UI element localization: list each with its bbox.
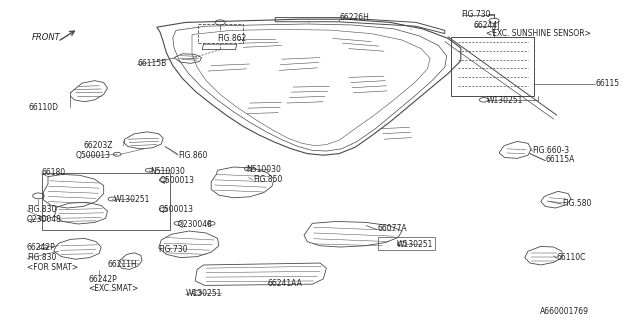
- Text: 66203Z: 66203Z: [83, 141, 113, 150]
- Text: 66115A: 66115A: [545, 156, 575, 164]
- Text: Q500013: Q500013: [76, 151, 111, 160]
- Text: FIG.830: FIG.830: [27, 205, 56, 214]
- Text: 66115B: 66115B: [138, 60, 167, 68]
- Text: FIG.830: FIG.830: [27, 253, 56, 262]
- Text: 66110D: 66110D: [29, 103, 59, 112]
- Text: 66211H: 66211H: [108, 260, 137, 269]
- Text: W130251: W130251: [397, 240, 433, 249]
- Text: FIG.730: FIG.730: [461, 10, 490, 19]
- Text: 66242P: 66242P: [88, 275, 117, 284]
- Bar: [198, 24, 243, 43]
- Text: 66226H: 66226H: [339, 13, 369, 22]
- Text: A660001769: A660001769: [540, 307, 589, 316]
- Text: 66244J: 66244J: [474, 21, 500, 30]
- Bar: [42, 173, 170, 230]
- Text: 66115: 66115: [595, 79, 620, 88]
- Text: FIG.850: FIG.850: [253, 175, 282, 184]
- Text: Q500013: Q500013: [159, 205, 194, 214]
- Text: Q230048: Q230048: [27, 215, 61, 224]
- Text: <FOR SMAT>: <FOR SMAT>: [27, 263, 78, 272]
- Text: W130251: W130251: [186, 289, 222, 298]
- Text: FIG.862: FIG.862: [218, 34, 247, 43]
- Text: FIG.860: FIG.860: [178, 151, 207, 160]
- Text: <EXC. SUNSHINE SENSOR>: <EXC. SUNSHINE SENSOR>: [486, 29, 591, 38]
- Bar: [378, 237, 435, 250]
- Text: <EXC.SMAT>: <EXC.SMAT>: [88, 284, 139, 293]
- Text: N510030: N510030: [246, 165, 281, 174]
- Text: 66180: 66180: [42, 168, 66, 177]
- Text: W130251: W130251: [114, 196, 150, 204]
- Text: Q230048: Q230048: [178, 220, 212, 228]
- Text: FRONT: FRONT: [32, 33, 61, 42]
- Text: W130251: W130251: [486, 96, 523, 105]
- Text: 66110C: 66110C: [557, 253, 586, 262]
- Text: 66241AA: 66241AA: [268, 279, 302, 288]
- Text: 66077A: 66077A: [378, 224, 407, 233]
- Text: N510030: N510030: [150, 167, 185, 176]
- Text: Q500013: Q500013: [160, 176, 195, 185]
- Text: FIG.580: FIG.580: [562, 199, 591, 208]
- Text: FIG.730: FIG.730: [159, 245, 188, 254]
- Text: 66242P: 66242P: [27, 244, 56, 252]
- Text: FIG.660-3: FIG.660-3: [532, 146, 570, 155]
- Bar: [451, 37, 534, 96]
